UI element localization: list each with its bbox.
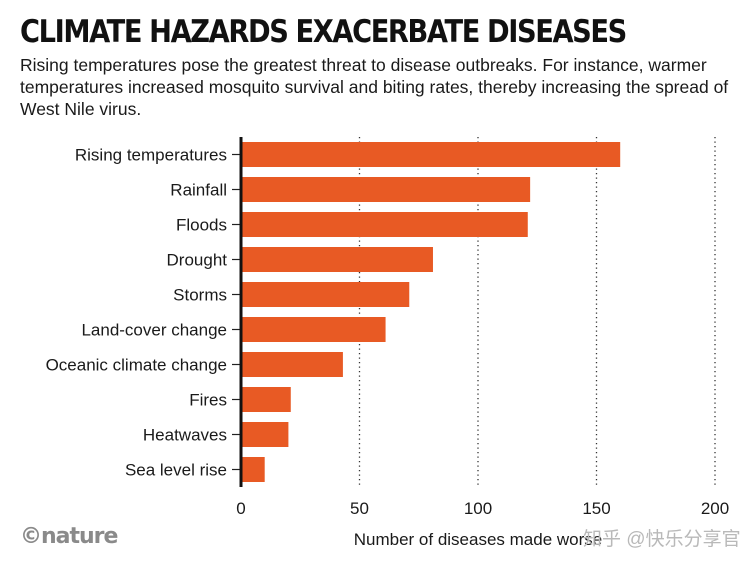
x-tick-label-0: 0 (236, 499, 245, 518)
x-tick-label-200: 200 (701, 499, 729, 518)
bar-4 (241, 282, 410, 307)
x-tick-label-150: 150 (582, 499, 610, 518)
x-axis-label: Number of diseases made worse (354, 530, 603, 549)
category-label-1: Rainfall (170, 181, 227, 200)
bar-7 (241, 387, 291, 412)
x-tick-label-50: 50 (350, 499, 369, 518)
chart-subtitle: Rising temperatures pose the greatest th… (20, 55, 729, 119)
bar-9 (241, 457, 265, 482)
category-label-2: Floods (176, 216, 227, 235)
category-label-4: Storms (173, 286, 227, 305)
bar-1 (241, 177, 531, 202)
nature-logo: ©nature (20, 524, 118, 549)
category-label-6: Oceanic climate change (46, 356, 227, 375)
category-label-9: Sea level rise (125, 461, 227, 480)
bar-2 (241, 212, 528, 237)
category-label-7: Fires (189, 391, 227, 410)
category-label-0: Rising temperatures (75, 146, 227, 165)
bar-5 (241, 317, 386, 342)
bar-0 (241, 142, 621, 167)
bar-6 (241, 352, 343, 377)
category-label-8: Heatwaves (143, 426, 227, 445)
bar-8 (241, 422, 289, 447)
bar-3 (241, 247, 433, 272)
category-label-3: Drought (167, 251, 228, 270)
x-tick-label-100: 100 (464, 499, 492, 518)
watermark-text: 知乎 @快乐分享官 (583, 529, 741, 550)
category-label-5: Land-cover change (81, 321, 227, 340)
chart-title: CLIMATE HAZARDS EXACERBATE DISEASES (20, 14, 627, 50)
